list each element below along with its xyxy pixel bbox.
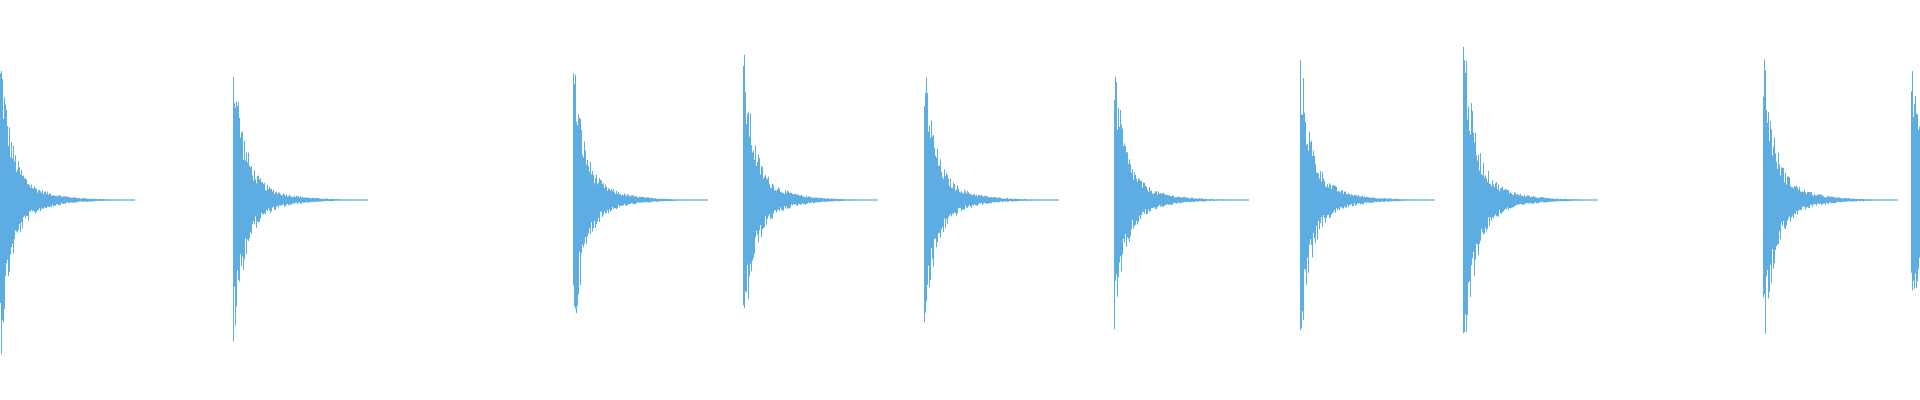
transient-wave [233,77,368,342]
transient-8 [1463,46,1598,334]
transient-wave [1114,76,1249,330]
transient-wave [1463,46,1598,334]
transient-2 [233,77,368,342]
transient-10 [1911,71,1920,291]
transient-4 [743,54,878,309]
transient-wave [1763,59,1898,334]
transient-6 [1114,76,1249,330]
transient-wave [1911,71,1920,291]
transient-7 [1300,60,1435,330]
transient-wave [924,77,1059,323]
transient-3 [573,73,708,313]
transient-9 [1763,59,1898,334]
transient-5 [924,77,1059,323]
transient-wave [0,71,135,355]
transient-1 [0,71,135,355]
transient-wave [573,73,708,313]
transient-wave [1300,60,1435,330]
transient-wave [743,54,878,309]
